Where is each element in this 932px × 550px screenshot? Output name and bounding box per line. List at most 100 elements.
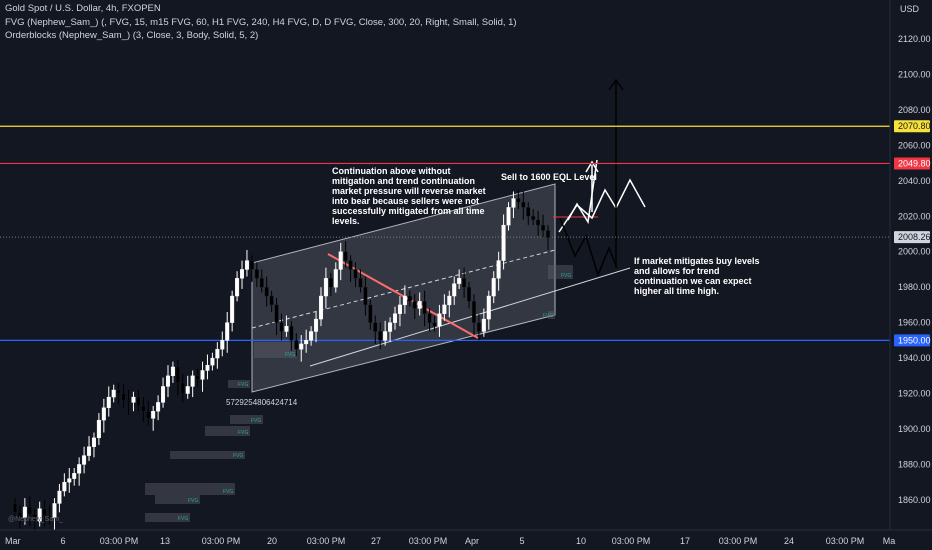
candle-body[interactable] bbox=[373, 322, 378, 332]
candle-body[interactable] bbox=[47, 515, 52, 518]
annotation-line[interactable]: into bear because sellers were not bbox=[332, 196, 479, 206]
annotation-line[interactable]: levels. bbox=[332, 216, 360, 226]
candle-body[interactable] bbox=[225, 322, 230, 341]
candle-body[interactable] bbox=[348, 260, 353, 270]
legend-fvg-indicator[interactable]: FVG (Nephew_Sam_) (, FVG, 15, m15 FVG, 6… bbox=[5, 17, 517, 28]
annotation-line[interactable]: If market mitigates buy levels bbox=[634, 256, 760, 266]
candle-body[interactable] bbox=[17, 512, 22, 518]
candle-body[interactable] bbox=[402, 295, 407, 306]
fvg-box[interactable] bbox=[170, 451, 245, 459]
candle-body[interactable] bbox=[269, 295, 274, 306]
candle-body[interactable] bbox=[536, 219, 541, 226]
candle-body[interactable] bbox=[96, 419, 101, 439]
candle-body[interactable] bbox=[279, 322, 284, 332]
candle-body[interactable] bbox=[274, 304, 279, 323]
annotation-line[interactable]: continuation we can expect bbox=[634, 276, 752, 286]
candle-body[interactable] bbox=[12, 503, 17, 513]
candle-body[interactable] bbox=[343, 251, 348, 261]
annotation-line[interactable]: successfully mitigated from all time bbox=[332, 206, 485, 216]
candle-body[interactable] bbox=[136, 396, 141, 407]
candle-body[interactable] bbox=[422, 301, 427, 314]
candle-body[interactable] bbox=[126, 400, 131, 403]
candle-body[interactable] bbox=[417, 301, 422, 309]
legend-orderblocks-indicator[interactable]: Orderblocks (Nephew_Sam_) (3, Close, 3, … bbox=[5, 30, 259, 41]
candle-body[interactable] bbox=[363, 286, 368, 306]
candle-body[interactable] bbox=[52, 503, 57, 518]
candle-body[interactable] bbox=[338, 251, 343, 270]
candle-body[interactable] bbox=[161, 386, 166, 403]
candle-body[interactable] bbox=[254, 269, 259, 279]
candle-body[interactable] bbox=[289, 325, 294, 341]
fvg-box[interactable] bbox=[145, 483, 235, 495]
candle-body[interactable] bbox=[383, 331, 388, 341]
candle-body[interactable] bbox=[200, 370, 205, 380]
candle-body[interactable] bbox=[146, 411, 151, 419]
candle-body[interactable] bbox=[195, 375, 200, 380]
candle-body[interactable] bbox=[91, 437, 96, 447]
candle-body[interactable] bbox=[72, 473, 77, 479]
candle-body[interactable] bbox=[42, 508, 47, 517]
candle-body[interactable] bbox=[131, 396, 136, 403]
candle-body[interactable] bbox=[121, 393, 126, 401]
candle-body[interactable] bbox=[156, 402, 161, 412]
fvg-box[interactable] bbox=[155, 495, 200, 504]
candle-body[interactable] bbox=[264, 286, 269, 297]
candle-body[interactable] bbox=[205, 364, 210, 371]
candle-body[interactable] bbox=[294, 340, 299, 350]
price-tag[interactable]: 1950.00 bbox=[894, 334, 931, 347]
candle-body[interactable] bbox=[467, 286, 472, 302]
fvg-box[interactable] bbox=[230, 415, 263, 424]
fvg-box[interactable] bbox=[228, 380, 250, 388]
candle-body[interactable] bbox=[388, 322, 393, 332]
candle-body[interactable] bbox=[259, 278, 264, 288]
annotation-line[interactable]: mitigation and trend continuation bbox=[332, 176, 475, 186]
candle-body[interactable] bbox=[437, 313, 442, 327]
candle-body[interactable] bbox=[432, 322, 437, 327]
candle-body[interactable] bbox=[141, 405, 146, 412]
candle-body[interactable] bbox=[318, 295, 323, 320]
candle-body[interactable] bbox=[328, 278, 333, 288]
fvg-box[interactable] bbox=[548, 311, 555, 319]
candle-body[interactable] bbox=[526, 207, 531, 217]
candle-body[interactable] bbox=[427, 313, 432, 323]
price-tag[interactable]: 2070.80 bbox=[894, 120, 931, 133]
candle-body[interactable] bbox=[476, 322, 481, 332]
candle-body[interactable] bbox=[185, 386, 190, 394]
candle-body[interactable] bbox=[353, 269, 358, 279]
candle-body[interactable] bbox=[378, 331, 383, 341]
candle-body[interactable] bbox=[180, 382, 185, 394]
candle-body[interactable] bbox=[516, 198, 521, 203]
candle-body[interactable] bbox=[165, 375, 170, 387]
candle-body[interactable] bbox=[22, 506, 27, 518]
candle-body[interactable] bbox=[412, 301, 417, 309]
candle-body[interactable] bbox=[506, 207, 511, 226]
candle-body[interactable] bbox=[299, 343, 304, 350]
price-tag[interactable]: 2049.80 bbox=[894, 157, 931, 170]
fvg-box[interactable] bbox=[145, 513, 190, 522]
candle-body[interactable] bbox=[309, 331, 314, 341]
candle-body[interactable] bbox=[393, 313, 398, 323]
candle-body[interactable] bbox=[77, 464, 82, 474]
candle-body[interactable] bbox=[62, 481, 67, 492]
candle-body[interactable] bbox=[314, 318, 319, 332]
candle-body[interactable] bbox=[511, 198, 516, 208]
annotation-line[interactable]: Continuation above without bbox=[332, 166, 451, 176]
candle-body[interactable] bbox=[471, 301, 476, 323]
annotation-line[interactable]: market pressure will reverse market bbox=[332, 186, 486, 196]
legend-title[interactable]: Gold Spot / U.S. Dollar, 4h, FXOPEN bbox=[5, 3, 161, 14]
candle-body[interactable] bbox=[67, 478, 72, 483]
candle-body[interactable] bbox=[151, 411, 156, 419]
candle-body[interactable] bbox=[87, 446, 92, 456]
candle-body[interactable] bbox=[230, 295, 235, 323]
candle-body[interactable] bbox=[447, 295, 452, 306]
candle-body[interactable] bbox=[190, 375, 195, 387]
candle-body[interactable] bbox=[452, 283, 457, 297]
candle-body[interactable] bbox=[284, 325, 289, 332]
candle-body[interactable] bbox=[491, 278, 496, 297]
candle-body[interactable] bbox=[106, 396, 111, 408]
candle-body[interactable] bbox=[501, 224, 506, 261]
candle-body[interactable] bbox=[101, 407, 106, 421]
annotation-line[interactable]: higher all time high. bbox=[634, 286, 719, 296]
candle-body[interactable] bbox=[358, 278, 363, 288]
